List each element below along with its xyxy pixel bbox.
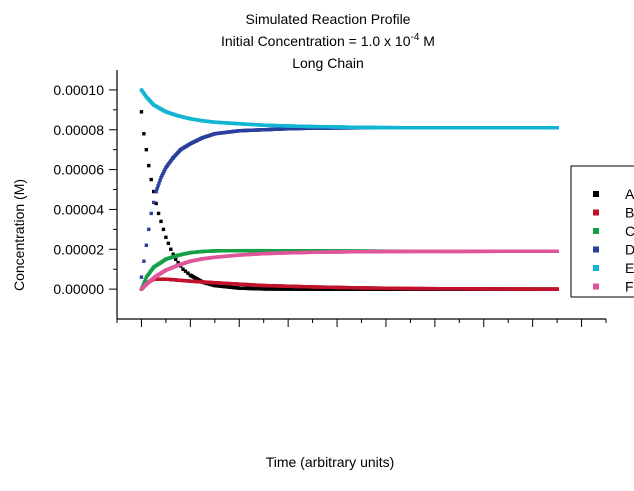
data-point-d <box>139 275 144 279</box>
data-point-d <box>151 200 156 205</box>
data-point-d <box>157 181 161 185</box>
x-axis-ticks <box>116 319 607 327</box>
data-point-a <box>151 189 156 194</box>
data-point-a <box>154 201 158 206</box>
y-tick-label: 0.00010 <box>53 82 104 98</box>
data-point-a <box>169 247 173 251</box>
data-point-a <box>176 260 180 265</box>
legend-label-e: E <box>625 260 634 276</box>
chart-title-line-2-unit: M <box>419 33 435 49</box>
data-point-d <box>155 187 159 191</box>
legend-label-c: C <box>625 223 634 239</box>
data-point-b <box>555 287 559 291</box>
data-point-a <box>156 211 161 216</box>
legend-box <box>570 165 634 298</box>
data-point-f <box>555 249 559 253</box>
chart-title-line-2-superscript: -4 <box>411 32 420 43</box>
chart-title-line-1: Simulated Reaction Profile <box>246 11 411 27</box>
series-b <box>139 277 559 291</box>
legend-label-f: F <box>625 279 634 295</box>
series-f <box>139 249 559 291</box>
data-point-d <box>147 227 151 232</box>
y-axis-label: Concentration (M) <box>11 179 27 291</box>
data-point-a <box>142 132 146 136</box>
legend-marker-f <box>593 283 599 290</box>
legend-marker-e <box>593 265 599 271</box>
legend-marker-a <box>593 191 599 197</box>
data-point-a <box>186 271 190 275</box>
data-point-d <box>161 171 165 176</box>
data-point-c <box>143 277 148 282</box>
plot-area <box>139 88 559 291</box>
data-point-d <box>156 184 160 188</box>
data-point-d <box>159 175 163 180</box>
legend-marker-c <box>593 228 599 234</box>
legend-label-a: A <box>625 186 634 202</box>
data-point-a <box>139 110 144 114</box>
data-point-e <box>555 126 559 130</box>
chart-title-line-3: Long Chain <box>292 55 364 71</box>
legend-label-d: D <box>625 242 634 258</box>
y-tick-label: 0.00006 <box>53 162 104 178</box>
data-point-d <box>158 178 162 183</box>
data-point-d <box>162 169 166 174</box>
data-point-d <box>142 259 146 263</box>
data-point-a <box>183 269 188 273</box>
data-point-c <box>141 282 146 287</box>
y-axis-ticks: 0.00000 0.00002 0.00004 0.00006 0.00008 0.000… <box>53 82 117 297</box>
data-point-a <box>161 227 166 232</box>
data-point-a <box>164 235 168 240</box>
legend-marker-d <box>593 246 599 253</box>
series-e <box>139 88 559 130</box>
y-tick-label: 0.00008 <box>53 122 104 138</box>
data-point-d <box>154 189 158 194</box>
data-point-a <box>166 241 171 246</box>
data-point-d <box>144 243 149 247</box>
y-tick-label: 0.00000 <box>53 281 104 297</box>
data-point-a <box>173 257 178 261</box>
data-point-a <box>171 252 175 256</box>
data-point-a <box>149 177 153 182</box>
data-point-d <box>163 167 167 172</box>
data-point-a <box>144 147 149 152</box>
data-point-a <box>147 163 151 168</box>
chart-title: Simulated Reaction Profile Initial Conce… <box>221 11 435 71</box>
x-axis-label: Time (arbitrary units) <box>266 454 395 470</box>
legend-marker-b <box>593 209 599 216</box>
data-point-d <box>160 173 164 178</box>
chart-title-line-2: Initial Concentration = 1.0 x 10-4 M <box>221 32 435 49</box>
data-point-c <box>142 280 147 284</box>
series-c <box>139 248 559 291</box>
data-point-a <box>159 219 163 224</box>
series-d <box>139 126 559 279</box>
y-tick-label: 0.00004 <box>53 201 104 217</box>
legend-label-b: B <box>625 205 634 221</box>
data-point-d <box>149 211 153 216</box>
data-point-a <box>181 267 185 271</box>
chart-title-line-2-main: Initial Concentration = 1.0 x 10 <box>221 33 411 49</box>
y-tick-label: 0.00002 <box>53 241 104 257</box>
